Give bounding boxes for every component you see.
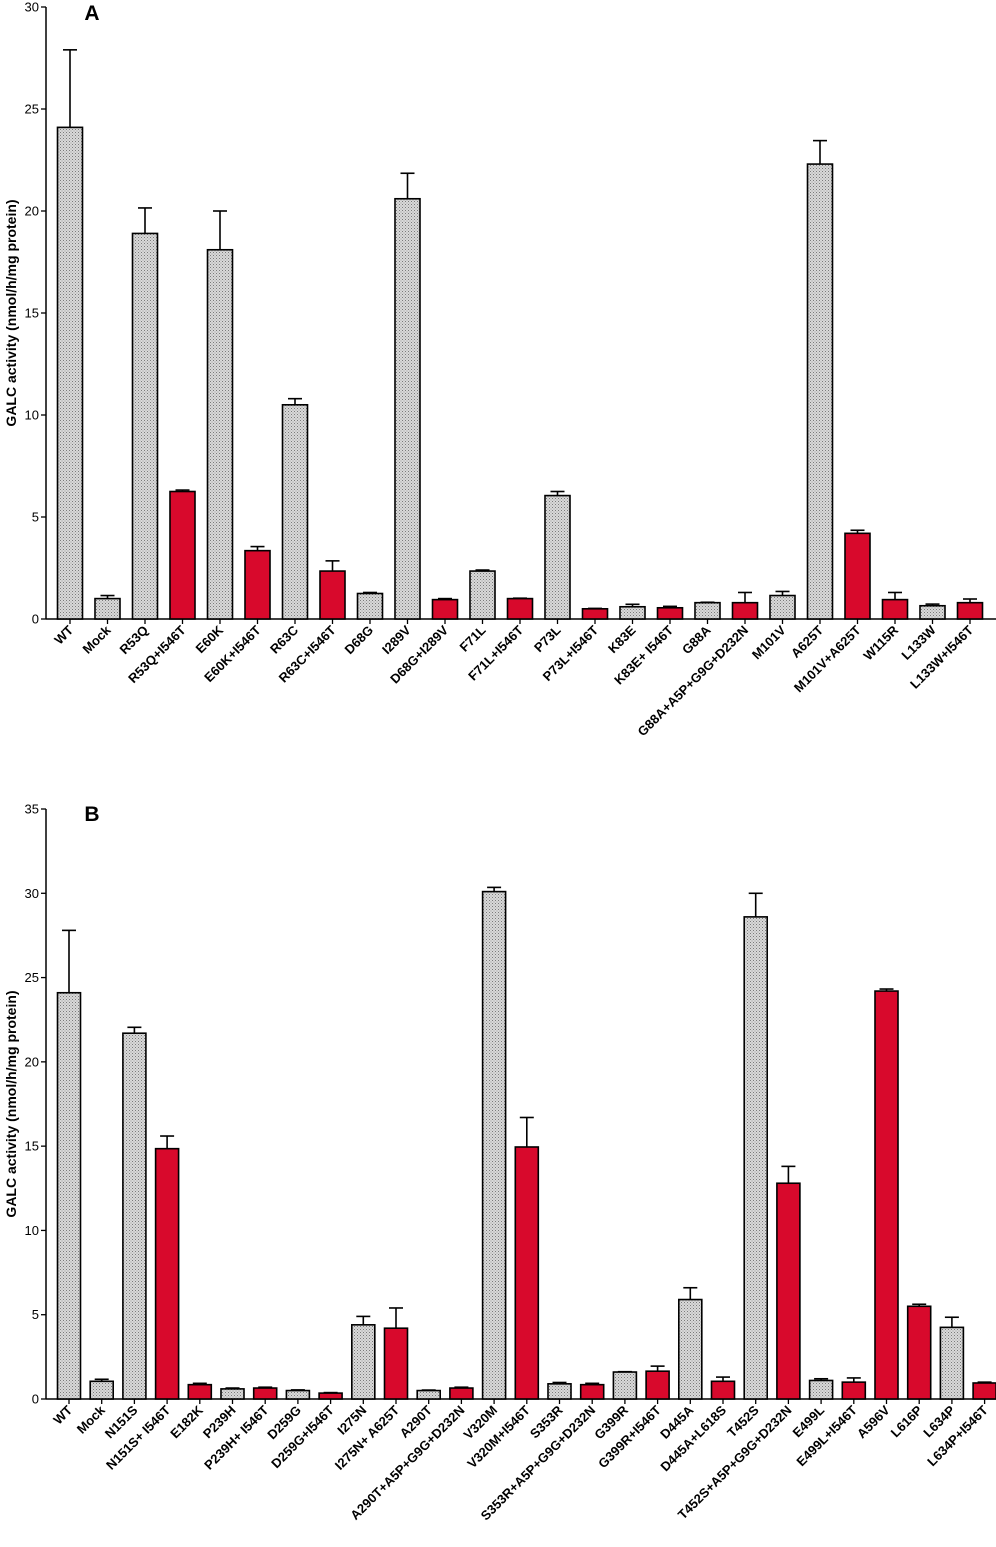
x-tick-label: E60K [193,622,227,656]
bar-t452s-a5p-g9g-d232n [776,1182,801,1400]
panel-letter: A [84,2,99,25]
bar-wt [56,991,82,1400]
x-tick-label: W115R [860,622,901,663]
x-tick-label: R53Q [116,623,151,658]
bar-s353r [547,1383,572,1400]
bar-g88a-a5p-g9g-d232n [731,601,759,620]
y-axis-title: GALC activity (nmol/h/mg protein) [3,990,19,1217]
y-tick-label: 25 [25,102,39,117]
panel-letter: B [84,803,99,826]
bar-d445a-l618s [710,1380,736,1400]
y-tick-label: 15 [25,1139,39,1154]
bar-e60k-i546t [244,549,271,620]
bar-l634p [939,1326,965,1400]
bar-d445a [677,1298,703,1400]
x-tick-label: WT [50,1402,75,1427]
bar-l634p-i546t [972,1382,996,1400]
bar-a625t [806,163,834,620]
bar-m101v [769,594,796,620]
bar-i275n [350,1324,376,1400]
bar-f71l-i546t [506,597,534,620]
bar-l616p [906,1305,932,1400]
x-tick-label: D68G [341,623,376,658]
bar-v320m-i546t [514,1146,540,1400]
bar-wt [56,126,84,620]
bar-r63c-i546t [319,570,346,620]
bar-chart-a: A GALC activity (nmol/h/mg protein) 0 5 10 15… [3,0,996,739]
bar-d259g-i546t [318,1392,343,1400]
x-tick-label: P73L [531,622,564,655]
chart-panel-a: A GALC activity (nmol/h/mg protein) 0 5 10 15… [3,0,996,739]
bar-mock [94,597,121,620]
bar-d259g [285,1389,311,1400]
bar-g399r-i546t [645,1370,670,1400]
bar-e60k [206,248,234,620]
chart-panel-b: B GALC activity (nmol/h/mg protein) 0 5 10 15… [0,780,996,1547]
bar-w115r [881,598,909,620]
bar-p239h-i546t [252,1387,278,1400]
x-tick-label: E182K [167,1402,206,1441]
x-tick-label: R63C [267,622,302,657]
x-tick-label: I289V [379,622,414,657]
y-tick-label: 30 [25,886,39,901]
bar-k83e-i546t [656,606,684,620]
x-tick-label: WT [51,622,76,647]
bar-l133w-i546t [956,601,984,620]
x-tick-label: M101V+A625T [791,622,864,695]
x-tick-label: A596V [854,1402,893,1441]
y-tick-label: 5 [32,510,39,525]
y-tick-label: 20 [25,1054,39,1069]
bar-i275n-a625t [383,1327,409,1400]
y-tick-label: 30 [25,0,39,15]
bar-p239h [220,1388,245,1400]
bar-a596v [874,990,899,1400]
bar-a290t [416,1389,442,1400]
x-tick-label: M101V [749,622,789,662]
y-tick-label: 20 [25,204,39,219]
bar-r63c [281,403,309,620]
x-tick-label: L616P [888,1402,926,1440]
y-tick-label: 10 [25,1223,39,1238]
bar-g399r [612,1371,638,1400]
y-axis-title: GALC activity (nmol/h/mg protein) [3,199,19,426]
bar-r53q-i546t [169,490,196,620]
bar-g88a [694,601,721,620]
x-tick-label: G88A [679,622,714,657]
bar-p73l-i546t [581,607,609,620]
bar-t452s [743,916,769,1400]
x-tick-label: K83E [605,622,639,656]
y-tick-label: 10 [25,408,39,423]
bar-mock [89,1380,114,1400]
bar-v320m [481,890,507,1400]
y-tick-label: 25 [25,970,39,985]
y-tick-label: 15 [25,306,39,321]
bar-e499l [808,1379,834,1400]
y-tick-label: 5 [32,1307,39,1322]
bar-r53q [131,232,159,620]
y-tick-label: 35 [25,802,39,817]
x-tick-label: Mock [80,622,115,657]
bar-l133w [919,604,946,620]
bar-i289v [394,197,421,620]
bar-s353r-a5p-g9g-d232n [579,1383,605,1400]
bar-p73l [544,494,571,620]
x-tick-label: F71L [457,622,489,654]
bar-a290t-a5p-g9g-d232n [449,1387,474,1400]
bar-d68g-i289v [431,598,459,620]
bar-e499l-i546t [841,1381,867,1400]
bar-e182k [187,1383,213,1400]
bar-n151s-i546t [154,1147,180,1400]
y-tick-label: 0 [32,1392,39,1407]
bar-chart-b: B GALC activity (nmol/h/mg protein) 0 5 10 15… [3,802,996,1523]
y-tick-label: 0 [32,612,39,627]
bar-m101v-a625t [844,532,871,620]
bar-k83e [619,605,646,620]
bar-f71l [469,570,496,620]
bar-n151s [122,1032,147,1400]
bar-d68g [356,592,384,620]
